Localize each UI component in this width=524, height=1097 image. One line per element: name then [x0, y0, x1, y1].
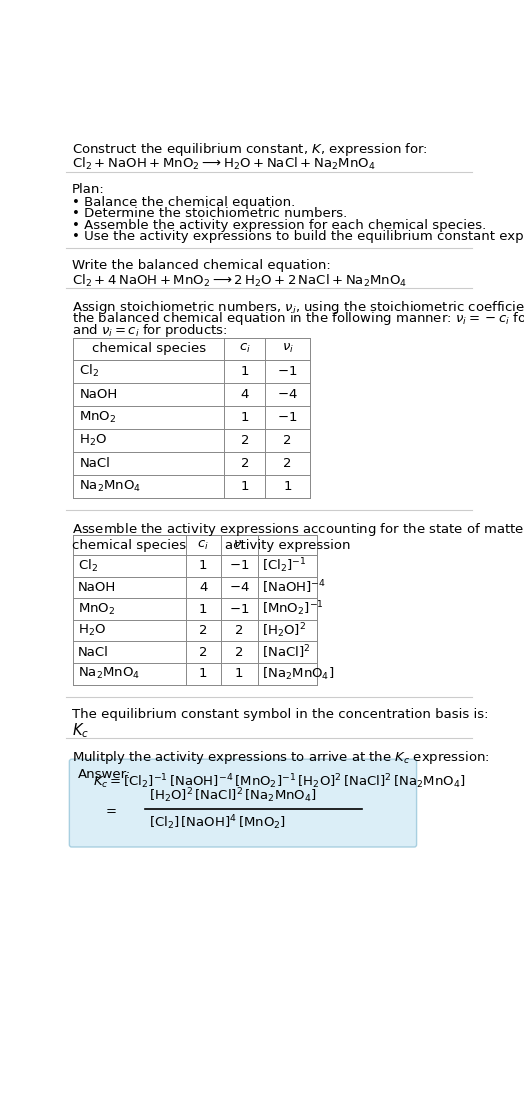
Text: chemical species: chemical species	[92, 342, 206, 355]
Text: 1: 1	[235, 667, 243, 680]
Text: $\mathrm{MnO_2}$: $\mathrm{MnO_2}$	[78, 601, 115, 617]
Text: $\mathrm{Cl_2 + 4\,NaOH + MnO_2 \longrightarrow 2\,H_2O + 2\,NaCl + Na_2MnO_4}$: $\mathrm{Cl_2 + 4\,NaOH + MnO_2 \longrig…	[72, 272, 407, 289]
Text: Assemble the activity expressions accounting for the state of matter and $\nu_i$: Assemble the activity expressions accoun…	[72, 521, 524, 539]
Text: 2: 2	[199, 624, 208, 637]
Text: 1: 1	[241, 480, 249, 494]
Text: $[\mathrm{Cl_2}]^{-1}$: $[\mathrm{Cl_2}]^{-1}$	[263, 556, 307, 575]
Text: $\nu_i$: $\nu_i$	[281, 342, 293, 355]
Text: $[\mathrm{Na_2MnO_4}]$: $[\mathrm{Na_2MnO_4}]$	[263, 666, 335, 681]
Text: 1: 1	[283, 480, 292, 494]
Text: • Use the activity expressions to build the equilibrium constant expression.: • Use the activity expressions to build …	[72, 230, 524, 244]
Text: $-1$: $-1$	[277, 410, 298, 423]
Text: $\mathrm{Na_2MnO_4}$: $\mathrm{Na_2MnO_4}$	[80, 479, 141, 494]
Text: $\mathrm{Cl_2}$: $\mathrm{Cl_2}$	[80, 363, 100, 380]
Text: $\mathrm{H_2O}$: $\mathrm{H_2O}$	[78, 623, 106, 638]
Text: the balanced chemical equation in the following manner: $\nu_i = -c_i$ for react: the balanced chemical equation in the fo…	[72, 310, 524, 327]
Text: Mulitply the activity expressions to arrive at the $K_c$ expression:: Mulitply the activity expressions to arr…	[72, 749, 489, 766]
Text: $c_i$: $c_i$	[197, 539, 209, 552]
Text: NaOH: NaOH	[78, 581, 116, 593]
Text: $=$: $=$	[103, 803, 117, 816]
Text: 2: 2	[241, 434, 249, 446]
Text: 2: 2	[283, 434, 292, 446]
Text: $[\mathrm{NaOH}]^{-4}$: $[\mathrm{NaOH}]^{-4}$	[263, 579, 326, 597]
Text: $\mathrm{Na_2MnO_4}$: $\mathrm{Na_2MnO_4}$	[78, 666, 140, 681]
Text: 2: 2	[235, 624, 243, 637]
Text: 1: 1	[199, 602, 208, 615]
Text: $\mathrm{MnO_2}$: $\mathrm{MnO_2}$	[80, 410, 117, 425]
Text: $-1$: $-1$	[229, 559, 249, 573]
Text: 1: 1	[199, 559, 208, 573]
Text: $[\mathrm{MnO_2}]^{-1}$: $[\mathrm{MnO_2}]^{-1}$	[263, 600, 324, 619]
Text: $\mathrm{Cl_2 + NaOH + MnO_2 \longrightarrow H_2O + NaCl + Na_2MnO_4}$: $\mathrm{Cl_2 + NaOH + MnO_2 \longrighta…	[72, 156, 375, 171]
Text: 4: 4	[241, 387, 249, 400]
Text: $[\mathrm{H_2O}]^{2}\,[\mathrm{NaCl}]^{2}\,[\mathrm{Na_2MnO_4}]$: $[\mathrm{H_2O}]^{2}\,[\mathrm{NaCl}]^{2…	[149, 787, 317, 805]
Text: NaCl: NaCl	[78, 646, 109, 658]
Text: $-4$: $-4$	[229, 581, 249, 593]
Text: • Determine the stoichiometric numbers.: • Determine the stoichiometric numbers.	[72, 207, 347, 220]
Text: $[\mathrm{H_2O}]^{2}$: $[\mathrm{H_2O}]^{2}$	[263, 621, 307, 640]
Text: Plan:: Plan:	[72, 183, 104, 196]
Text: $[\mathrm{NaCl}]^{2}$: $[\mathrm{NaCl}]^{2}$	[263, 644, 311, 660]
Text: chemical species: chemical species	[72, 539, 187, 552]
Text: $\mathrm{H_2O}$: $\mathrm{H_2O}$	[80, 433, 107, 448]
FancyBboxPatch shape	[69, 759, 417, 847]
Text: $\nu_i$: $\nu_i$	[233, 539, 245, 552]
Text: and $\nu_i = c_i$ for products:: and $\nu_i = c_i$ for products:	[72, 321, 227, 339]
Text: $-4$: $-4$	[277, 387, 298, 400]
Text: Answer:: Answer:	[78, 768, 131, 781]
Text: $-1$: $-1$	[277, 364, 298, 377]
Text: 1: 1	[241, 410, 249, 423]
Text: 1: 1	[241, 364, 249, 377]
Text: $K_c$: $K_c$	[72, 722, 89, 740]
Text: activity expression: activity expression	[225, 539, 350, 552]
Text: Write the balanced chemical equation:: Write the balanced chemical equation:	[72, 259, 331, 272]
Text: $c_i$: $c_i$	[239, 342, 251, 355]
Text: NaOH: NaOH	[80, 387, 118, 400]
Text: $-1$: $-1$	[229, 602, 249, 615]
Text: Construct the equilibrium constant, $K$, expression for:: Construct the equilibrium constant, $K$,…	[72, 140, 428, 158]
Text: • Balance the chemical equation.: • Balance the chemical equation.	[72, 195, 295, 208]
Text: $\mathrm{Cl_2}$: $\mathrm{Cl_2}$	[78, 558, 98, 574]
Text: 2: 2	[283, 457, 292, 470]
Text: NaCl: NaCl	[80, 457, 111, 470]
Text: $K_c = [\mathrm{Cl_2}]^{-1}\,[\mathrm{NaOH}]^{-4}\,[\mathrm{MnO_2}]^{-1}\,[\math: $K_c = [\mathrm{Cl_2}]^{-1}\,[\mathrm{Na…	[93, 772, 466, 791]
Text: 1: 1	[199, 667, 208, 680]
Text: Assign stoichiometric numbers, $\nu_i$, using the stoichiometric coefficients, $: Assign stoichiometric numbers, $\nu_i$, …	[72, 298, 524, 316]
Text: The equilibrium constant symbol in the concentration basis is:: The equilibrium constant symbol in the c…	[72, 708, 488, 721]
Text: 4: 4	[199, 581, 208, 593]
Text: $[\mathrm{Cl_2}]\,[\mathrm{NaOH}]^{4}\,[\mathrm{MnO_2}]$: $[\mathrm{Cl_2}]\,[\mathrm{NaOH}]^{4}\,[…	[149, 814, 286, 833]
Text: 2: 2	[241, 457, 249, 470]
Text: 2: 2	[199, 646, 208, 658]
Text: 2: 2	[235, 646, 243, 658]
Text: • Assemble the activity expression for each chemical species.: • Assemble the activity expression for e…	[72, 218, 486, 231]
